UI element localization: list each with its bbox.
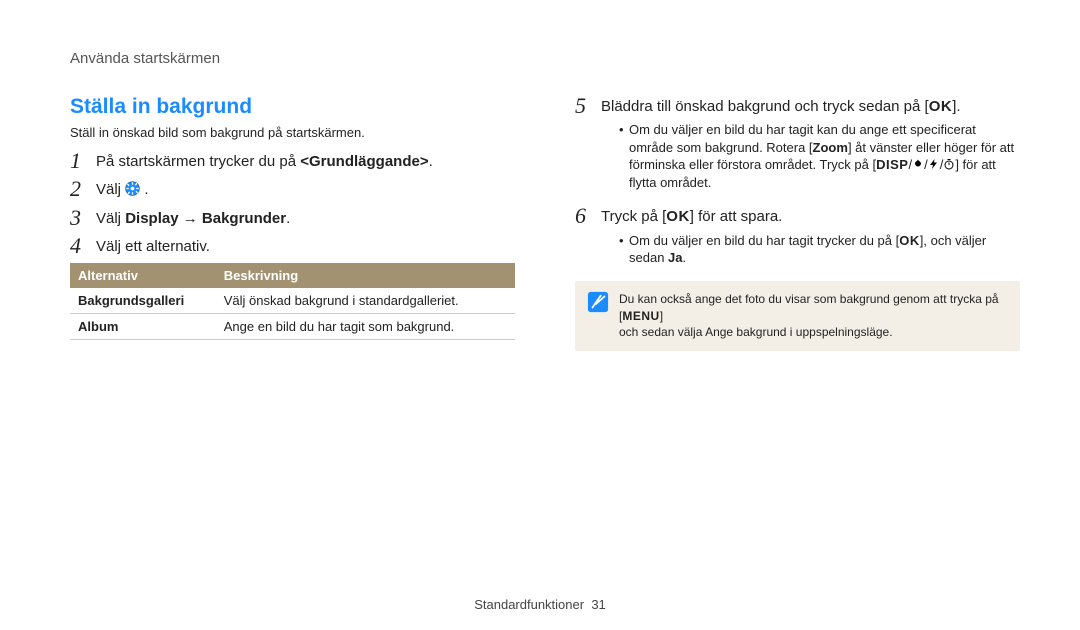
list-item: Om du väljer en bild du har tagit kan du… bbox=[619, 121, 1020, 191]
table-cell: Välj önskad bakgrund i standardgalleriet… bbox=[216, 288, 515, 314]
timer-icon bbox=[943, 158, 955, 170]
step-number: 4 bbox=[70, 235, 86, 257]
page: Använda startskärmen Ställa in bakgrund … bbox=[0, 0, 1080, 630]
macro-icon bbox=[912, 158, 924, 170]
table-cell: Album bbox=[70, 314, 216, 340]
step-5-bullets: Om du väljer en bild du har tagit kan du… bbox=[601, 121, 1020, 191]
step-4: 4 Välj ett alternativ. bbox=[70, 235, 515, 257]
table-row: Bakgrundsgalleri Välj önskad bakgrund i … bbox=[70, 288, 515, 314]
step-3: 3 Välj Display → Bakgrunder. bbox=[70, 207, 515, 229]
page-footer: Standardfunktioner 31 bbox=[0, 597, 1080, 612]
breadcrumb: Använda startskärmen bbox=[70, 50, 1020, 67]
step-2: 2 Välj bbox=[70, 178, 515, 200]
content-columns: Ställa in bakgrund Ställ in önskad bild … bbox=[70, 95, 1020, 351]
table-header: Beskrivning bbox=[216, 263, 515, 288]
table-cell: Ange en bild du har tagit som bakgrund. bbox=[216, 314, 515, 340]
section-title: Ställa in bakgrund bbox=[70, 95, 515, 119]
table-row: Album Ange en bild du har tagit som bakg… bbox=[70, 314, 515, 340]
step-number: 6 bbox=[575, 205, 591, 227]
note-icon bbox=[587, 291, 609, 318]
disp-key-icon: DISP bbox=[876, 157, 908, 172]
step-6: 6 Tryck på [OK] för att spara. Om du väl… bbox=[575, 205, 1020, 274]
step-body: Välj Display → Bakgrunder. bbox=[96, 207, 290, 229]
step-5: 5 Bläddra till önskad bakgrund och tryck… bbox=[575, 95, 1020, 199]
ok-key-icon: OK bbox=[666, 208, 690, 225]
right-column: 5 Bläddra till önskad bakgrund och tryck… bbox=[575, 95, 1020, 351]
step-6-bullets: Om du väljer en bild du har tagit trycke… bbox=[601, 232, 1020, 267]
table-header: Alternativ bbox=[70, 263, 216, 288]
options-table: Alternativ Beskrivning Bakgrundsgalleri … bbox=[70, 263, 515, 340]
step-body: Bläddra till önskad bakgrund och tryck s… bbox=[601, 95, 1020, 199]
list-item: Om du väljer en bild du har tagit trycke… bbox=[619, 232, 1020, 267]
gear-icon bbox=[125, 181, 140, 196]
left-steps: 1 På startskärmen trycker du på <Grundlä… bbox=[70, 150, 515, 257]
intro-text: Ställ in önskad bild som bakgrund på sta… bbox=[70, 125, 515, 140]
step-number: 2 bbox=[70, 178, 86, 200]
step-body: Välj ett alternativ. bbox=[96, 235, 210, 257]
table-cell: Bakgrundsgalleri bbox=[70, 288, 216, 314]
flash-icon bbox=[928, 158, 940, 170]
ok-key-icon: OK bbox=[899, 233, 920, 248]
table-header-row: Alternativ Beskrivning bbox=[70, 263, 515, 288]
footer-page: 31 bbox=[591, 597, 605, 612]
right-steps: 5 Bläddra till önskad bakgrund och tryck… bbox=[575, 95, 1020, 275]
step-number: 5 bbox=[575, 95, 591, 117]
step-body: Välj bbox=[96, 178, 149, 200]
step-body: Tryck på [OK] för att spara. Om du välje… bbox=[601, 205, 1020, 274]
note-text: Du kan också ange det foto du visar som … bbox=[619, 291, 1008, 341]
left-column: Ställa in bakgrund Ställ in önskad bild … bbox=[70, 95, 515, 351]
step-number: 1 bbox=[70, 150, 86, 172]
step-number: 3 bbox=[70, 207, 86, 229]
step-1: 1 På startskärmen trycker du på <Grundlä… bbox=[70, 150, 515, 172]
ok-key-icon: OK bbox=[929, 98, 953, 115]
note-box: Du kan också ange det foto du visar som … bbox=[575, 281, 1020, 351]
menu-key-icon: MENU bbox=[622, 309, 659, 323]
footer-label: Standardfunktioner bbox=[474, 597, 584, 612]
step-body: På startskärmen trycker du på <Grundlägg… bbox=[96, 150, 433, 172]
